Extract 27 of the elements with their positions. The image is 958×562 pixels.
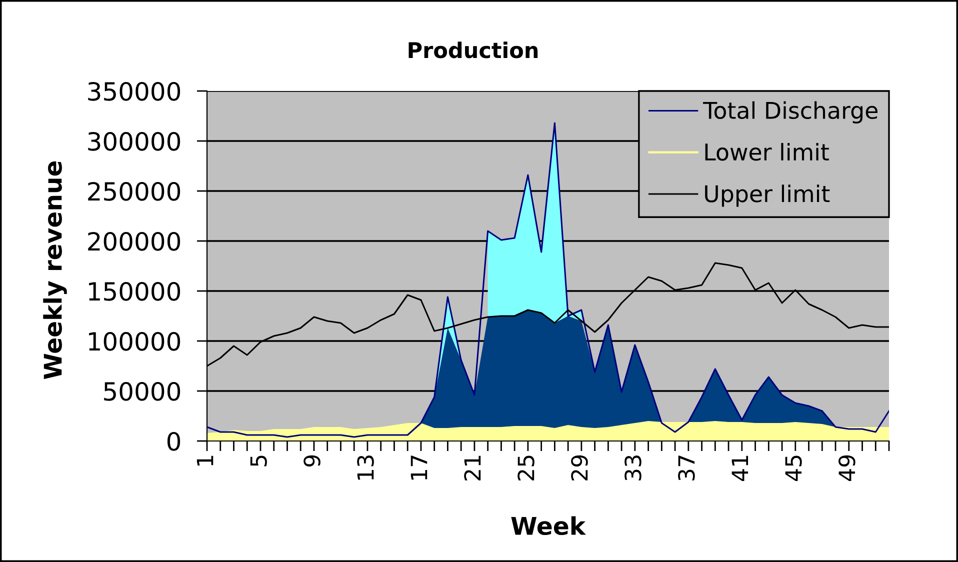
x-tick-label: 17 xyxy=(410,456,428,480)
y-tick-label: 200000 xyxy=(88,232,180,251)
legend-label: Upper limit xyxy=(705,184,830,207)
y-tick-label: 250000 xyxy=(88,182,180,201)
x-tick-label: 9 xyxy=(304,455,320,467)
x-tick-label: 29 xyxy=(571,455,588,480)
x-tick-label: 33 xyxy=(624,456,642,480)
y-tick-label: 100000 xyxy=(89,332,180,351)
y-tick-label: 50000 xyxy=(104,382,180,401)
x-tick-label: 5 xyxy=(250,456,267,466)
x-tick-label: 41 xyxy=(732,456,748,481)
y-tick-label: 350000 xyxy=(88,82,180,101)
x-tick-label: 45 xyxy=(785,456,802,481)
legend-label: Lower limit xyxy=(705,142,829,161)
x-tick-label: 25 xyxy=(518,456,534,480)
x-axis-title: Week xyxy=(511,516,586,536)
x-tick-label: 21 xyxy=(464,456,481,480)
chart-title: Production xyxy=(408,42,538,58)
y-tick-label: 150000 xyxy=(89,282,180,301)
y-axis-title: Weekly revenue xyxy=(43,161,67,380)
y-tick-label: 300000 xyxy=(88,132,180,151)
y-tick-label: 0 xyxy=(167,432,180,451)
x-tick-label: 37 xyxy=(678,456,695,480)
x-tick-label: 1 xyxy=(196,456,214,466)
x-tick-label: 13 xyxy=(357,456,374,480)
x-tick-label: 49 xyxy=(838,455,856,481)
legend-label: Total Discharge xyxy=(703,101,878,124)
